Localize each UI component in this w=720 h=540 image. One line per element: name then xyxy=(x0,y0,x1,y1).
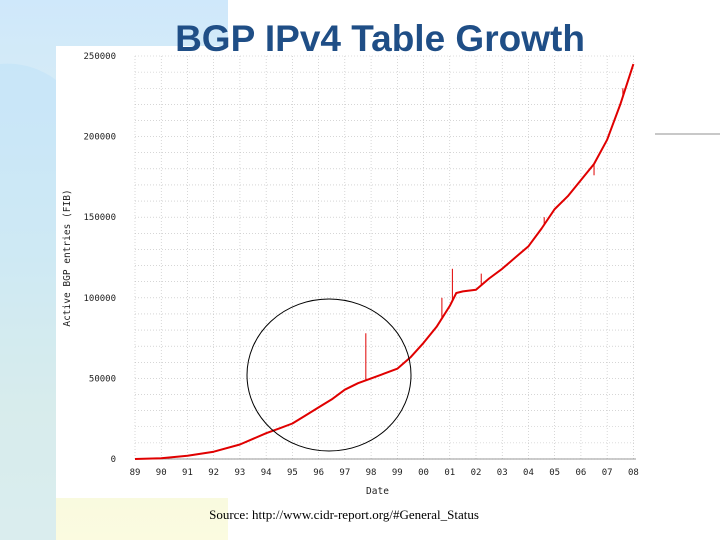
x-tick-label: 99 xyxy=(392,468,403,478)
x-tick-label: 03 xyxy=(497,468,508,478)
x-tick-label: 02 xyxy=(471,468,482,478)
background-wave xyxy=(0,63,56,540)
x-tick-label: 06 xyxy=(575,468,586,478)
x-tick-label: 93 xyxy=(234,468,245,478)
chart-grid xyxy=(134,55,636,460)
x-tick-label: 94 xyxy=(261,468,272,478)
x-tick-label: 07 xyxy=(602,468,613,478)
y-tick-label: 100000 xyxy=(83,294,116,304)
highlight-circle xyxy=(246,298,412,452)
decorative-line xyxy=(655,133,720,135)
x-tick-label: 92 xyxy=(208,468,219,478)
x-tick-label: 91 xyxy=(182,468,193,478)
x-tick-label: 89 xyxy=(130,468,141,478)
source-caption: Source: http://www.cidr-report.org/#Gene… xyxy=(209,507,479,522)
y-tick-label: 250000 xyxy=(83,52,116,62)
y-tick-label: 0 xyxy=(111,455,116,465)
y-tick-label: 50000 xyxy=(89,374,116,384)
y-tick-label: 150000 xyxy=(83,213,116,223)
x-tick-label: 05 xyxy=(549,468,560,478)
x-tick-label: 96 xyxy=(313,468,324,478)
x-tick-label: 04 xyxy=(523,468,534,478)
chart-background xyxy=(56,46,644,498)
x-tick-label: 08 xyxy=(628,468,639,478)
x-tick-label: 90 xyxy=(156,468,167,478)
slide-title: BGP IPv4 Table Growth xyxy=(175,18,585,59)
x-tick-label: 00 xyxy=(418,468,429,478)
y-axis-label: Active BGP entries (FIB) xyxy=(62,189,73,326)
y-tick-labels: 0 50000 100000 150000 200000 250000 xyxy=(83,52,116,465)
y-tick-label: 200000 xyxy=(83,133,116,143)
x-tick-label: 97 xyxy=(339,468,350,478)
series-line xyxy=(134,63,635,460)
x-tick-labels: 89 90 91 92 93 94 95 96 97 98 99 00 01 02 03 04 05 06 07 08 xyxy=(130,468,639,478)
x-tick-label: 95 xyxy=(287,468,298,478)
x-axis-label: Date xyxy=(366,486,389,497)
x-tick-label: 01 xyxy=(444,468,455,478)
series-layer xyxy=(134,63,635,460)
x-tick-label: 98 xyxy=(366,468,377,478)
